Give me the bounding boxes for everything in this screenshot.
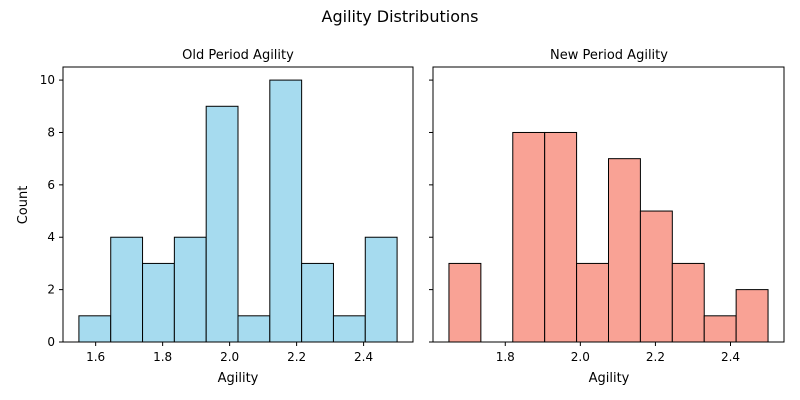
left-x-axis-label: Agility: [218, 371, 259, 386]
left-x-tick-label: 2.0: [220, 350, 239, 364]
left-histogram-axes: Old Period Agility Agility Count 1.6 1.8 2…: [16, 48, 414, 386]
left-histogram-bar: [78, 315, 112, 343]
right-x-tick-label: 1.8: [496, 350, 515, 364]
left-y-tick-label: 8: [47, 125, 55, 139]
right-histogram-bar: [576, 262, 609, 343]
left-histogram-bar: [110, 236, 144, 343]
left-histogram-bar: [205, 105, 239, 343]
right-histogram-bar: [608, 158, 641, 343]
left-axes-frame: [62, 66, 414, 343]
right-chart-title: New Period Agility: [550, 48, 668, 63]
left-y-axis-label: Count: [16, 186, 31, 225]
left-histogram-bar: [301, 262, 334, 343]
right-x-tick-label: 2.2: [646, 350, 665, 364]
left-y-tick-label: 0: [47, 335, 55, 349]
left-y-tick-label: 4: [47, 230, 55, 244]
right-histogram-bar: [735, 289, 769, 343]
left-x-tick-label: 2.4: [354, 350, 373, 364]
figure-suptitle: Agility Distributions: [322, 7, 479, 26]
left-histogram-bar: [364, 236, 398, 343]
right-x-axis-label: Agility: [589, 371, 630, 386]
left-histogram-bar: [237, 315, 271, 343]
left-histogram-bar: [269, 79, 303, 343]
right-histogram-bar: [544, 131, 578, 343]
left-y-tick-label: 2: [47, 283, 55, 297]
right-x-tick-label: 2.0: [571, 350, 590, 364]
right-histogram-bar: [448, 262, 482, 343]
right-histogram-bar: [671, 262, 705, 343]
right-histogram-bar: [512, 131, 546, 343]
left-y-tick-label: 10: [40, 73, 55, 87]
left-x-tick-label: 1.6: [86, 350, 105, 364]
right-histogram-bar: [639, 210, 673, 343]
left-x-tick-label: 2.2: [287, 350, 306, 364]
left-chart-title: Old Period Agility: [182, 48, 294, 63]
left-x-tick-label: 1.8: [153, 350, 172, 364]
right-histogram-bar: [703, 315, 737, 343]
left-histogram-bar: [332, 315, 366, 343]
left-y-tick-label: 6: [47, 178, 55, 192]
left-histogram-bar: [142, 262, 175, 343]
right-axes-frame: [432, 66, 785, 343]
right-x-tick-label: 2.4: [721, 350, 740, 364]
left-histogram-bar: [173, 236, 207, 343]
right-histogram-axes: New Period Agility Agility 1.8 2.0 2.2 2.4: [429, 48, 785, 386]
